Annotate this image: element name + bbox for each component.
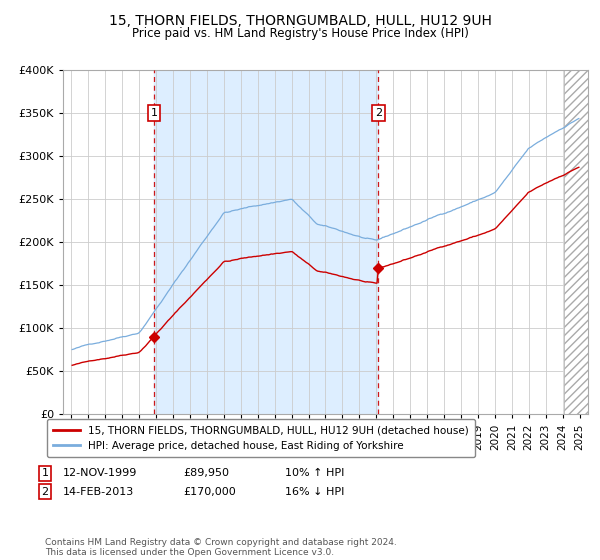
Text: Price paid vs. HM Land Registry's House Price Index (HPI): Price paid vs. HM Land Registry's House … (131, 27, 469, 40)
Text: 1: 1 (41, 468, 49, 478)
Text: 10% ↑ HPI: 10% ↑ HPI (285, 468, 344, 478)
Bar (564, 70, 588, 414)
Text: 2: 2 (375, 108, 382, 118)
Bar (154, 70, 379, 414)
Text: 1: 1 (151, 108, 157, 118)
Text: 2: 2 (41, 487, 49, 497)
Text: 16% ↓ HPI: 16% ↓ HPI (285, 487, 344, 497)
Text: 15, THORN FIELDS, THORNGUMBALD, HULL, HU12 9UH: 15, THORN FIELDS, THORNGUMBALD, HULL, HU… (109, 14, 491, 28)
Text: £170,000: £170,000 (183, 487, 236, 497)
Text: Contains HM Land Registry data © Crown copyright and database right 2024.
This d: Contains HM Land Registry data © Crown c… (45, 538, 397, 557)
Text: 12-NOV-1999: 12-NOV-1999 (63, 468, 137, 478)
Text: £89,950: £89,950 (183, 468, 229, 478)
Text: 14-FEB-2013: 14-FEB-2013 (63, 487, 134, 497)
Legend: 15, THORN FIELDS, THORNGUMBALD, HULL, HU12 9UH (detached house), HPI: Average pr: 15, THORN FIELDS, THORNGUMBALD, HULL, HU… (47, 419, 475, 457)
Bar (564, 70, 588, 414)
